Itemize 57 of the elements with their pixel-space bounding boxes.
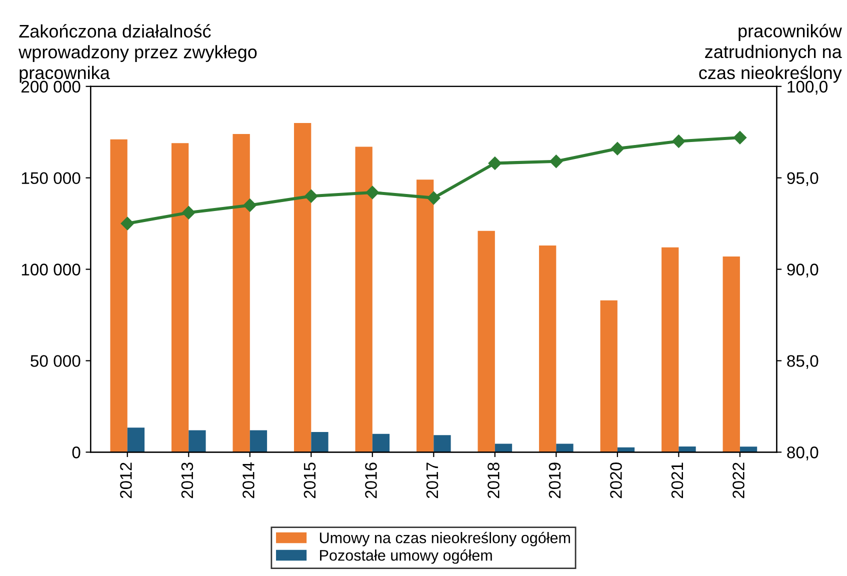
bar xyxy=(600,300,618,452)
y-tick-label: 50 000 xyxy=(30,355,80,367)
bar xyxy=(250,430,268,452)
y2-tick-label: 80,0 xyxy=(787,446,818,460)
y-tick-label: 150 000 xyxy=(22,172,80,184)
y-axis-title: Zakończona działalność wprowadzony przez zwykłego pracownika xyxy=(18,24,257,83)
point xyxy=(120,216,134,230)
y2-tick-label: 95,0 xyxy=(787,172,818,186)
x-tick-label: 2014 xyxy=(242,462,254,498)
y2-tick-label: 85,0 xyxy=(787,355,818,369)
bar xyxy=(127,428,145,452)
x-tick-label: 2022 xyxy=(732,462,744,498)
point xyxy=(733,131,747,144)
y2-tick-label: 90,0 xyxy=(787,264,818,278)
point xyxy=(488,156,502,170)
x-tick-label: 2021 xyxy=(671,462,684,498)
point xyxy=(243,198,256,212)
x-tick-label: 2015 xyxy=(304,462,316,498)
bar xyxy=(171,143,189,452)
bar xyxy=(678,446,696,452)
x-tick-label: 2020 xyxy=(610,462,622,498)
x-tick-label: 2013 xyxy=(181,462,194,498)
bar xyxy=(232,134,250,452)
bar xyxy=(294,122,312,452)
y2-axis-title: pracowników zatrudnionych na czas nieokreślony xyxy=(699,24,842,83)
bar xyxy=(539,246,556,452)
bar xyxy=(740,446,758,452)
point xyxy=(182,206,196,220)
x-tick-label: 2018 xyxy=(488,462,500,498)
point xyxy=(672,134,686,148)
point xyxy=(427,191,440,205)
bar xyxy=(662,247,679,452)
x-tick-label: 2012 xyxy=(120,462,132,498)
bar xyxy=(110,139,128,452)
point xyxy=(304,190,318,203)
legend-label: Pozostałe umowy ogółem xyxy=(320,549,492,564)
bar xyxy=(372,434,390,452)
bar xyxy=(556,444,574,452)
y-tick-label: 200 000 xyxy=(22,80,80,93)
bar xyxy=(355,146,372,452)
y-tick-label: 100 000 xyxy=(22,264,80,276)
legend-label: Umowy na czas nieokreślony ogółem xyxy=(320,532,570,546)
y-tick-label: 0 xyxy=(72,446,80,458)
bar xyxy=(494,444,512,452)
bar xyxy=(311,432,328,452)
y2-tick-label: 100,0 xyxy=(788,80,828,95)
bar xyxy=(188,430,206,452)
bar xyxy=(478,230,495,452)
point xyxy=(550,154,563,168)
bar xyxy=(416,180,434,452)
bar xyxy=(722,256,740,452)
x-tick-label: 2019 xyxy=(548,462,561,498)
x-tick-label: 2017 xyxy=(426,462,438,498)
point xyxy=(366,186,379,200)
x-tick-label: 2016 xyxy=(365,462,377,498)
bar xyxy=(434,435,451,452)
point xyxy=(610,142,624,156)
